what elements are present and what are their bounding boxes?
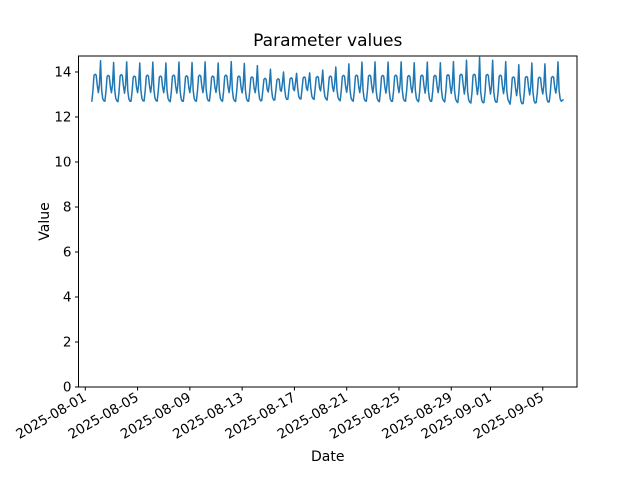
chart-title: Parameter values bbox=[253, 31, 402, 51]
plot-area bbox=[78, 55, 578, 388]
y-tick-label: 8 bbox=[63, 199, 72, 215]
y-tick-label: 6 bbox=[63, 244, 72, 260]
x-axis-label: Date bbox=[311, 449, 344, 465]
y-tick-label: 4 bbox=[63, 289, 72, 305]
y-tick-label: 12 bbox=[54, 109, 71, 125]
plot-frame bbox=[78, 55, 578, 388]
y-tick-label: 2 bbox=[63, 334, 72, 350]
y-tick-label: 10 bbox=[54, 154, 71, 170]
y-tick-label: 0 bbox=[63, 380, 72, 396]
y-axis-label: Value bbox=[37, 202, 53, 240]
x-axis: 2025-08-012025-08-052025-08-092025-08-13… bbox=[13, 387, 547, 443]
y-tick-label: 14 bbox=[54, 64, 71, 80]
y-axis: 0 2 4 6 8 10 12 14 bbox=[54, 64, 79, 396]
data-line bbox=[91, 56, 564, 105]
